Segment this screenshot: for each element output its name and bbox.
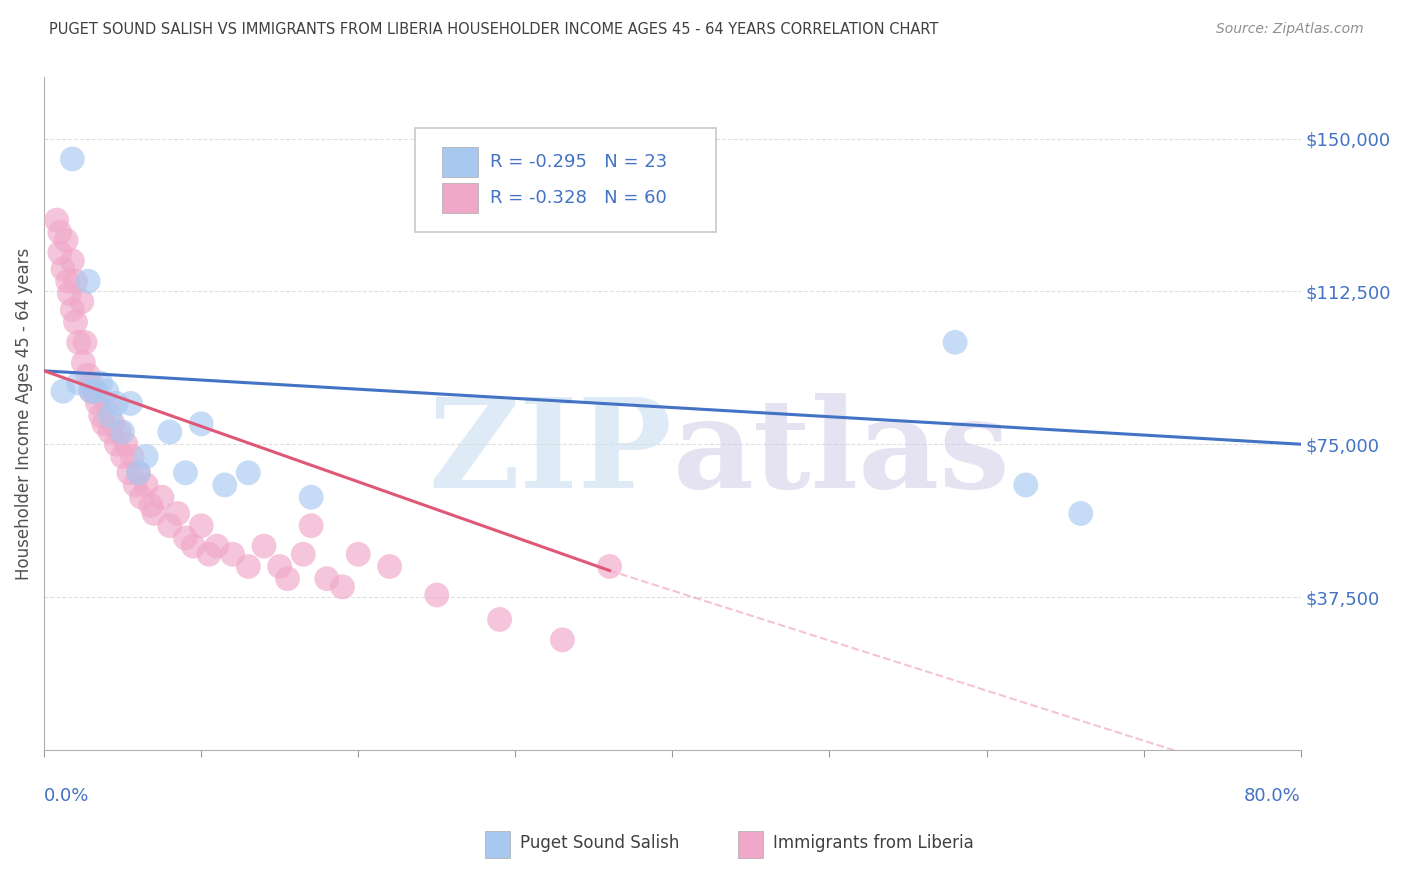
Point bbox=[347, 547, 370, 561]
Point bbox=[114, 437, 136, 451]
Text: 0.0%: 0.0% bbox=[44, 787, 90, 805]
Point bbox=[1015, 478, 1038, 492]
Point bbox=[174, 466, 197, 480]
Point bbox=[96, 384, 118, 399]
Point bbox=[60, 152, 83, 166]
Point bbox=[83, 384, 105, 399]
Point bbox=[111, 450, 134, 464]
Point bbox=[159, 425, 181, 439]
Text: R = -0.295   N = 23: R = -0.295 N = 23 bbox=[491, 153, 668, 171]
Point bbox=[238, 466, 260, 480]
Point bbox=[315, 572, 337, 586]
Point bbox=[221, 547, 243, 561]
Point bbox=[80, 384, 103, 399]
Point bbox=[58, 286, 80, 301]
Text: Puget Sound Salish: Puget Sound Salish bbox=[520, 834, 679, 852]
Y-axis label: Householder Income Ages 45 - 64 years: Householder Income Ages 45 - 64 years bbox=[15, 247, 32, 580]
Point bbox=[599, 559, 621, 574]
Point bbox=[299, 518, 322, 533]
Point bbox=[80, 384, 103, 399]
Point bbox=[96, 396, 118, 410]
Point bbox=[488, 612, 510, 626]
Point bbox=[139, 499, 162, 513]
Point bbox=[65, 274, 87, 288]
FancyBboxPatch shape bbox=[443, 183, 478, 213]
Point bbox=[426, 588, 449, 602]
Point bbox=[135, 478, 157, 492]
Point bbox=[131, 490, 153, 504]
Point bbox=[127, 466, 149, 480]
Point bbox=[105, 396, 128, 410]
Point bbox=[52, 262, 75, 277]
Point bbox=[124, 478, 146, 492]
Point bbox=[166, 507, 188, 521]
Point bbox=[205, 539, 228, 553]
Point bbox=[111, 425, 134, 439]
Point bbox=[269, 559, 291, 574]
FancyBboxPatch shape bbox=[443, 146, 478, 177]
Point bbox=[214, 478, 236, 492]
Point bbox=[86, 396, 108, 410]
Point bbox=[65, 315, 87, 329]
Point bbox=[190, 518, 212, 533]
Text: 80.0%: 80.0% bbox=[1244, 787, 1301, 805]
Point bbox=[1070, 507, 1092, 521]
Point bbox=[121, 450, 143, 464]
Point bbox=[159, 518, 181, 533]
Point bbox=[105, 437, 128, 451]
Point bbox=[120, 396, 142, 410]
Point bbox=[190, 417, 212, 431]
Text: PUGET SOUND SALISH VS IMMIGRANTS FROM LIBERIA HOUSEHOLDER INCOME AGES 45 - 64 YE: PUGET SOUND SALISH VS IMMIGRANTS FROM LI… bbox=[49, 22, 939, 37]
Text: ZIP: ZIP bbox=[429, 393, 672, 515]
Point bbox=[332, 580, 354, 594]
Point bbox=[60, 302, 83, 317]
Point bbox=[292, 547, 315, 561]
Text: Immigrants from Liberia: Immigrants from Liberia bbox=[773, 834, 974, 852]
Point bbox=[238, 559, 260, 574]
Point bbox=[90, 409, 112, 423]
Point bbox=[67, 335, 90, 350]
Point bbox=[551, 632, 574, 647]
Point bbox=[98, 425, 121, 439]
Point bbox=[181, 539, 204, 553]
Text: R = -0.328   N = 60: R = -0.328 N = 60 bbox=[491, 189, 666, 208]
Point bbox=[150, 490, 173, 504]
Point bbox=[98, 409, 121, 423]
Point bbox=[56, 274, 79, 288]
Point bbox=[299, 490, 322, 504]
Point bbox=[49, 225, 72, 239]
Point bbox=[253, 539, 276, 553]
Point bbox=[73, 335, 96, 350]
Point bbox=[277, 572, 299, 586]
Point bbox=[52, 384, 75, 399]
Point bbox=[378, 559, 401, 574]
Point bbox=[60, 253, 83, 268]
Point bbox=[135, 450, 157, 464]
Point bbox=[49, 245, 72, 260]
Point bbox=[943, 335, 966, 350]
Point bbox=[55, 234, 77, 248]
Point bbox=[70, 294, 93, 309]
Point bbox=[108, 425, 131, 439]
Point bbox=[77, 368, 100, 382]
Text: Source: ZipAtlas.com: Source: ZipAtlas.com bbox=[1216, 22, 1364, 37]
Point bbox=[103, 417, 125, 431]
Point bbox=[80, 376, 103, 390]
Point bbox=[67, 376, 90, 390]
Point bbox=[77, 274, 100, 288]
Point bbox=[72, 356, 94, 370]
FancyBboxPatch shape bbox=[415, 128, 716, 232]
Point bbox=[84, 384, 107, 399]
Point bbox=[93, 417, 115, 431]
Point bbox=[174, 531, 197, 545]
Point bbox=[143, 507, 166, 521]
Point bbox=[118, 466, 141, 480]
Point bbox=[90, 376, 112, 390]
Point bbox=[198, 547, 221, 561]
Point bbox=[127, 466, 149, 480]
Point bbox=[45, 213, 67, 227]
Text: atlas: atlas bbox=[672, 393, 1010, 515]
